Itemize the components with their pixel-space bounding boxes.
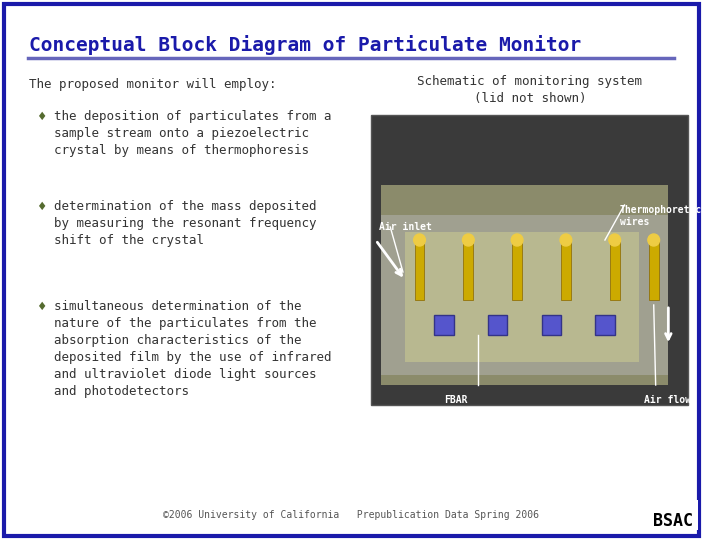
Circle shape	[414, 234, 426, 246]
Text: ♦: ♦	[37, 110, 45, 124]
FancyBboxPatch shape	[649, 500, 698, 530]
Text: Air inlet: Air inlet	[379, 222, 431, 232]
FancyBboxPatch shape	[415, 240, 424, 300]
Circle shape	[609, 234, 621, 246]
FancyBboxPatch shape	[405, 232, 639, 362]
FancyBboxPatch shape	[381, 215, 668, 375]
Text: determination of the mass deposited
by measuring the resonant frequency
shift of: determination of the mass deposited by m…	[54, 200, 316, 247]
Text: The proposed monitor will employ:: The proposed monitor will employ:	[30, 78, 276, 91]
FancyBboxPatch shape	[464, 240, 473, 300]
FancyBboxPatch shape	[512, 240, 522, 300]
FancyBboxPatch shape	[541, 315, 561, 335]
FancyBboxPatch shape	[434, 315, 454, 335]
Text: ©2006 University of California   Prepublication Data Spring 2006: ©2006 University of California Prepublic…	[163, 510, 539, 520]
FancyBboxPatch shape	[595, 315, 615, 335]
FancyBboxPatch shape	[488, 315, 508, 335]
FancyBboxPatch shape	[561, 240, 571, 300]
FancyBboxPatch shape	[649, 240, 659, 300]
FancyBboxPatch shape	[4, 4, 698, 536]
Text: simultaneous determination of the
nature of the particulates from the
absorption: simultaneous determination of the nature…	[54, 300, 331, 398]
Circle shape	[511, 234, 523, 246]
Text: Thermophoretic
wires: Thermophoretic wires	[620, 205, 702, 227]
Text: Conceptual Block Diagram of Particulate Monitor: Conceptual Block Diagram of Particulate …	[30, 35, 582, 55]
FancyBboxPatch shape	[381, 185, 668, 385]
Circle shape	[560, 234, 572, 246]
Circle shape	[648, 234, 660, 246]
Text: ♦: ♦	[37, 300, 45, 314]
Text: the deposition of particulates from a
sample stream onto a piezoelectric
crystal: the deposition of particulates from a sa…	[54, 110, 331, 157]
Text: FBAR
chips: FBAR chips	[444, 395, 473, 417]
Text: Air flow: Air flow	[644, 395, 691, 405]
Text: BSAC: BSAC	[653, 512, 693, 530]
Text: ♦: ♦	[37, 200, 45, 214]
FancyBboxPatch shape	[610, 240, 620, 300]
FancyBboxPatch shape	[371, 115, 688, 405]
Circle shape	[462, 234, 474, 246]
Text: Schematic of monitoring system
(lid not shown): Schematic of monitoring system (lid not …	[418, 75, 642, 105]
